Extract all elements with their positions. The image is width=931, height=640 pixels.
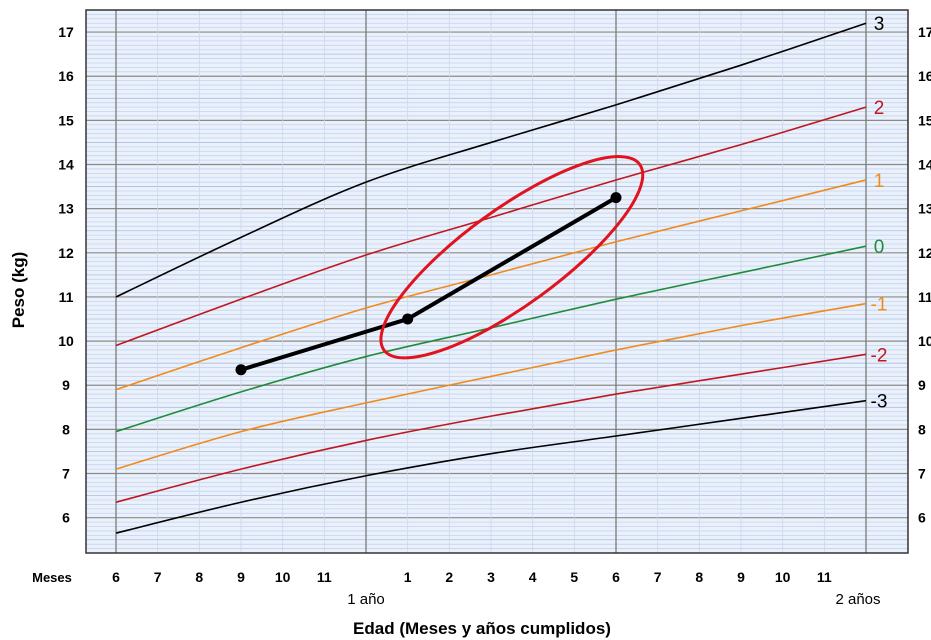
- x-tick-label: 9: [737, 569, 745, 585]
- y-tick-label-right: 16: [918, 68, 931, 84]
- y-tick-label-right: 7: [918, 466, 926, 482]
- x-tick-label: 9: [237, 569, 245, 585]
- y-tick-label-left: 12: [58, 245, 74, 261]
- highlight-ellipse: [379, 155, 645, 360]
- series-line-z-3: [115, 399, 867, 534]
- y-tick-label-left: 15: [58, 112, 74, 128]
- x-tick-label: 5: [570, 569, 578, 585]
- y-tick-label-right: 14: [918, 157, 931, 173]
- y-tick-label-right: 17: [918, 24, 931, 40]
- series-line-z-1: [115, 302, 867, 470]
- series-label: 1: [874, 171, 885, 192]
- series-line-z3: [115, 22, 867, 298]
- x-tick-label: 3: [487, 569, 495, 585]
- x-tick-label: 10: [775, 569, 791, 585]
- x-tick-label: 6: [612, 569, 620, 585]
- y-tick-label-left: 6: [62, 510, 70, 526]
- series-line-z-2: [115, 353, 867, 504]
- plot-background: [86, 10, 908, 553]
- y-tick-label-right: 11: [918, 289, 931, 305]
- y-axis-title: Peso (kg): [9, 252, 28, 329]
- series-label: -1: [871, 295, 888, 316]
- series-label-layer: 3 2 1 0 -1 -2 -3: [871, 14, 888, 412]
- y-tick-label-right: 9: [918, 377, 926, 393]
- x-tick-label: 6: [112, 569, 120, 585]
- x-tick-label: 11: [317, 569, 332, 585]
- child-weight-point: [610, 192, 622, 204]
- child-weight-point: [402, 313, 414, 325]
- x-tick-label: 1: [404, 569, 412, 585]
- x-year-label: 2 años: [835, 591, 880, 608]
- annotation-layer: [235, 155, 645, 376]
- x-axis-title: Edad (Meses y años cumplidos): [353, 619, 611, 638]
- x-tick-label: 8: [195, 569, 203, 585]
- y-tick-label-right: 8: [918, 421, 926, 437]
- series-line-z2: [115, 106, 867, 347]
- series-label: -3: [871, 392, 888, 413]
- child-weight-point: [235, 364, 247, 376]
- series-label: 3: [874, 14, 885, 35]
- y-tick-label-right: 13: [918, 201, 931, 217]
- y-tick-label-right: 10: [918, 333, 931, 349]
- y-tick-label-left: 11: [59, 289, 74, 305]
- y-tick-label-left: 8: [62, 421, 70, 437]
- x-tick-label: 11: [817, 569, 832, 585]
- y-tick-label-left: 9: [62, 377, 70, 393]
- x-tick-label: 4: [529, 569, 537, 585]
- y-tick-label-left: 13: [58, 201, 74, 217]
- series-label: 2: [874, 98, 885, 119]
- y-tick-label-left: 14: [58, 157, 74, 173]
- x-tick-label: 10: [275, 569, 291, 585]
- x-tick-label: 8: [695, 569, 703, 585]
- y-tick-label-left: 16: [58, 68, 74, 84]
- y-tick-label-left: 7: [62, 466, 70, 482]
- series-line-z1: [115, 179, 867, 391]
- x-tick-row-label: Meses: [32, 570, 72, 585]
- y-tick-label-right: 15: [918, 112, 931, 128]
- x-tick-label: 2: [445, 569, 453, 585]
- x-year-label: 1 año: [347, 591, 385, 608]
- series-label: 0: [874, 237, 885, 258]
- y-tick-label-right: 6: [918, 510, 926, 526]
- x-tick-label: 7: [654, 569, 662, 585]
- y-tick-label-right: 12: [918, 245, 931, 261]
- x-tick-label: 7: [154, 569, 162, 585]
- plot-frame: [85, 9, 909, 554]
- y-tick-label-left: 10: [58, 333, 74, 349]
- y-tick-label-left: 17: [58, 24, 74, 40]
- series-label: -2: [871, 345, 888, 366]
